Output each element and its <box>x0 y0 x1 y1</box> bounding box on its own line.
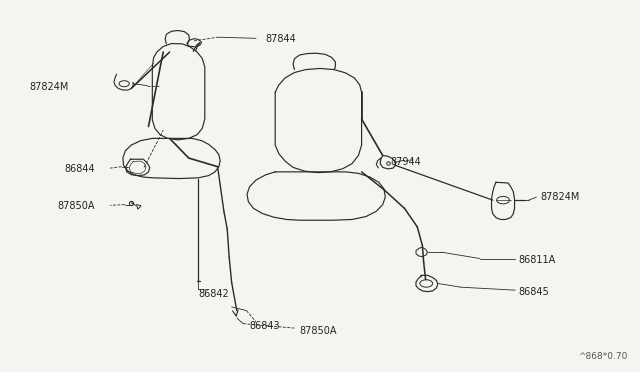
Text: 86811A: 86811A <box>518 256 556 265</box>
Text: 87850A: 87850A <box>57 202 95 211</box>
Text: ^868*0.70: ^868*0.70 <box>578 352 627 361</box>
Text: 86843: 86843 <box>250 321 280 331</box>
Text: 87944: 87944 <box>390 157 421 167</box>
Text: 87824M: 87824M <box>29 83 69 92</box>
Text: 87824M: 87824M <box>541 192 580 202</box>
Text: 87844: 87844 <box>266 34 296 44</box>
Text: 86845: 86845 <box>518 287 549 297</box>
Text: 86842: 86842 <box>198 289 229 299</box>
Text: 86844: 86844 <box>64 164 95 174</box>
Text: 87850A: 87850A <box>300 326 337 336</box>
